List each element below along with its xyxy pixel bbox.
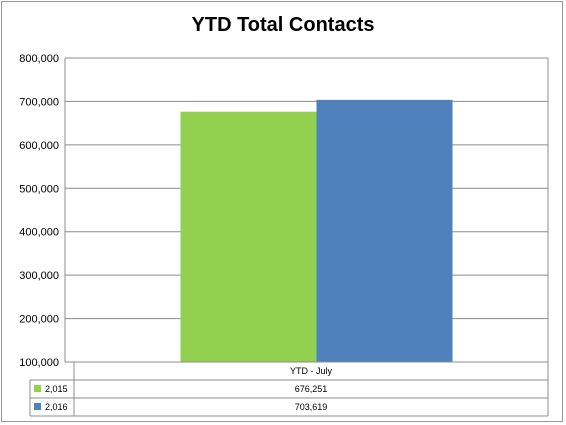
y-tick-label: 300,000 [19,270,59,282]
bar-2015 [180,111,317,362]
legend-series-name: 2,016 [45,402,68,412]
data-value-label: 703,619 [295,402,328,412]
legend-swatch [34,403,41,410]
y-tick-label: 400,000 [19,227,59,239]
bar-2016 [316,99,453,363]
legend-swatch [34,385,41,392]
y-tick-label: 800,000 [19,53,59,65]
category-label: YTD - July [290,366,333,376]
y-tick-label: 200,000 [19,314,59,326]
chart-title: YTD Total Contacts [191,14,375,36]
y-tick-label: 600,000 [19,140,59,152]
y-tick-label: 700,000 [19,96,59,108]
y-tick-label: 100,000 [19,357,59,369]
y-tick-label: 500,000 [19,183,59,195]
data-value-label: 676,251 [295,384,328,394]
legend-series-name: 2,015 [45,384,68,394]
